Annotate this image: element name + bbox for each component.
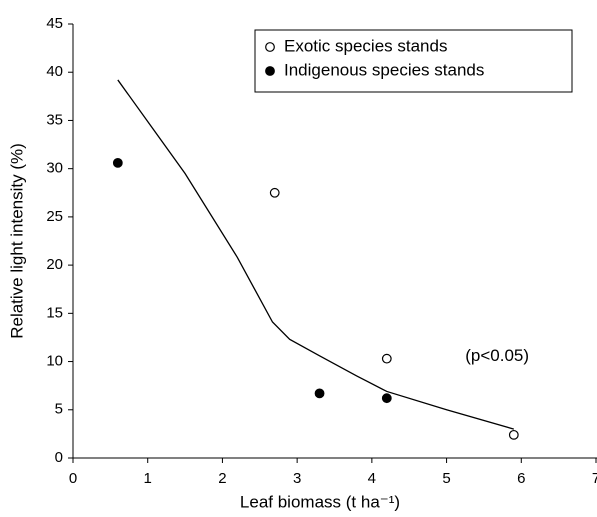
y-tick-label: 20 — [46, 256, 63, 273]
y-tick-label: 0 — [55, 449, 63, 466]
x-tick-label: 5 — [442, 470, 450, 487]
legend-label: Exotic species stands — [284, 36, 447, 55]
x-tick-label: 1 — [144, 470, 152, 487]
point — [112, 157, 123, 168]
legend-label: Indigenous species stands — [284, 60, 484, 79]
y-tick-label: 10 — [46, 353, 63, 370]
y-tick-label: 40 — [46, 63, 63, 80]
x-tick-label: 6 — [517, 470, 525, 487]
y-axis-label: Relative light intensity (%) — [7, 143, 26, 339]
point — [269, 187, 280, 198]
x-tick-label: 3 — [293, 470, 301, 487]
y-tick-label: 15 — [46, 304, 63, 321]
y-tick-label: 35 — [46, 111, 63, 128]
x-tick-label: 4 — [368, 470, 376, 487]
point — [381, 353, 392, 364]
y-tick-label: 5 — [55, 401, 63, 418]
y-tick-label: 25 — [46, 208, 63, 225]
y-tick-label: 45 — [46, 15, 63, 32]
point — [381, 393, 392, 404]
point — [314, 388, 325, 399]
x-tick-label: 7 — [592, 470, 597, 487]
legend-marker — [265, 66, 275, 76]
y-tick-label: 30 — [46, 160, 63, 177]
fit-line — [117, 79, 514, 430]
x-axis-label: Leaf biomass (t ha⁻¹) — [240, 492, 400, 511]
x-tick-label: 0 — [69, 470, 77, 487]
legend-box — [254, 29, 573, 93]
x-tick-label: 2 — [218, 470, 226, 487]
point — [508, 429, 519, 440]
annotation: (p<0.05) — [465, 346, 529, 365]
legend-marker — [265, 42, 275, 52]
